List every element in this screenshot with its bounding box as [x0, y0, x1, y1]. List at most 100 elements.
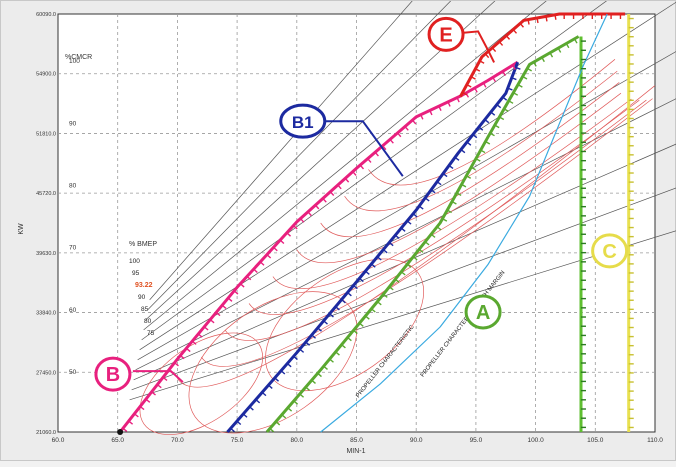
series-B-tick	[215, 311, 221, 317]
series-B1-tick	[347, 292, 352, 297]
x-tick-label: 65.0	[111, 437, 124, 444]
series-A-tick	[442, 218, 448, 222]
series-A-tick	[499, 116, 505, 121]
series-B1-tick	[430, 189, 436, 194]
series-A-tick	[400, 271, 406, 276]
bmep-label: 90	[138, 294, 146, 301]
bmep-label: 100	[129, 258, 140, 265]
series-B1-tick	[274, 377, 279, 382]
series-B1-tick	[418, 205, 424, 210]
series-B1-tick	[507, 87, 513, 91]
label-E-text: E	[439, 24, 452, 46]
series-B-tick	[438, 105, 442, 111]
series-B-tick	[382, 145, 387, 151]
series-B1-tick	[478, 126, 484, 131]
series-A-tick	[412, 256, 418, 261]
efficiency-curve	[248, 99, 640, 315]
series-B1-tick	[261, 391, 267, 397]
series-A-tick	[565, 43, 570, 49]
bmep-ray-line	[143, 0, 548, 331]
series-B-tick	[259, 261, 265, 266]
series-B1-tick	[496, 104, 502, 109]
y-tick-label: 39630.0	[36, 251, 56, 257]
series-A-tick	[461, 183, 467, 188]
series-A-tick	[424, 241, 430, 246]
y-axis-title: KW	[18, 223, 25, 235]
series-B-tick	[482, 82, 487, 88]
efficiency-curve	[296, 92, 622, 264]
series-B1-tick	[382, 249, 388, 254]
label-C-ring	[591, 233, 629, 269]
series-B1-tick	[388, 241, 394, 247]
bmep-label: 75	[147, 330, 155, 337]
series-B-tick	[502, 70, 506, 76]
series-E-tick	[466, 84, 472, 88]
series-E-tick	[498, 41, 504, 46]
series-B1-tick	[359, 277, 364, 283]
label-B-text: B	[106, 364, 120, 386]
series-A-tick	[480, 149, 486, 154]
series-A-tick	[557, 47, 562, 53]
series-A-tick	[470, 166, 476, 171]
series-B-tick	[191, 340, 197, 345]
series-B1-tick	[293, 355, 298, 361]
label-E-ring	[427, 16, 465, 52]
series-cyan-line	[320, 13, 608, 433]
cmcr-label: 50	[69, 369, 77, 376]
x-tick-label: 80.0	[290, 437, 303, 444]
series-A-tick	[311, 379, 316, 384]
series-B1-tick	[280, 370, 286, 375]
series-A-tick	[305, 386, 310, 391]
series-B-tick	[286, 232, 292, 237]
series-B1-tick	[286, 362, 292, 368]
series-B-tick	[122, 427, 128, 432]
series-A-tick	[323, 365, 328, 370]
series-B1-tick	[376, 256, 382, 261]
x-tick-label: 70.0	[171, 437, 184, 444]
series-B-tick	[447, 101, 451, 107]
efficiency-curve	[224, 99, 647, 341]
series-B-tick	[156, 384, 162, 389]
bmep-ray-line	[145, 0, 497, 321]
series-E-tick	[479, 60, 485, 64]
series-A-tick	[275, 421, 281, 426]
series-B1-tick	[424, 197, 430, 202]
series-B-tick	[322, 198, 327, 203]
series-B-tick	[128, 420, 134, 425]
label-A-text: A	[476, 302, 490, 324]
series-B-tick	[367, 158, 372, 163]
series-B1-tick	[370, 263, 376, 268]
series-A-tick	[533, 61, 537, 67]
series-B-tick	[221, 304, 227, 309]
y-tick-label: 51810.0	[36, 131, 56, 137]
series-B-tick	[253, 268, 258, 274]
series-B-tick	[465, 92, 470, 98]
bmep-label: 85	[141, 306, 149, 313]
bmep-ray-line	[147, 0, 453, 311]
series-E-tick	[505, 35, 511, 40]
series-B1-tick	[472, 134, 478, 139]
series-B-tick	[411, 119, 417, 125]
bmep-label: 93.22	[135, 282, 153, 289]
series-B-tick	[314, 204, 320, 210]
series-A-tick	[365, 315, 370, 320]
series-B1-tick	[268, 384, 273, 389]
series-A-tick	[485, 140, 491, 145]
efficiency-curve	[272, 98, 632, 289]
series-B-tick	[151, 391, 156, 396]
bmep-ray-line	[149, 0, 414, 301]
series-B1-tick	[460, 149, 466, 154]
series-B1-tick	[490, 111, 496, 116]
series-B1-tick	[394, 234, 400, 240]
series-A-tick	[573, 38, 578, 44]
efficiency-curve	[320, 82, 620, 238]
series-B-tick	[307, 211, 312, 217]
series-A-tick	[513, 92, 519, 96]
y-tick-label: 60090.0	[36, 12, 56, 18]
label-B1-leader	[320, 120, 404, 177]
series-E-tick	[554, 14, 557, 20]
series-A-tick	[359, 322, 364, 327]
cmcr-label: 90	[69, 120, 77, 127]
series-A-tick	[347, 336, 352, 342]
